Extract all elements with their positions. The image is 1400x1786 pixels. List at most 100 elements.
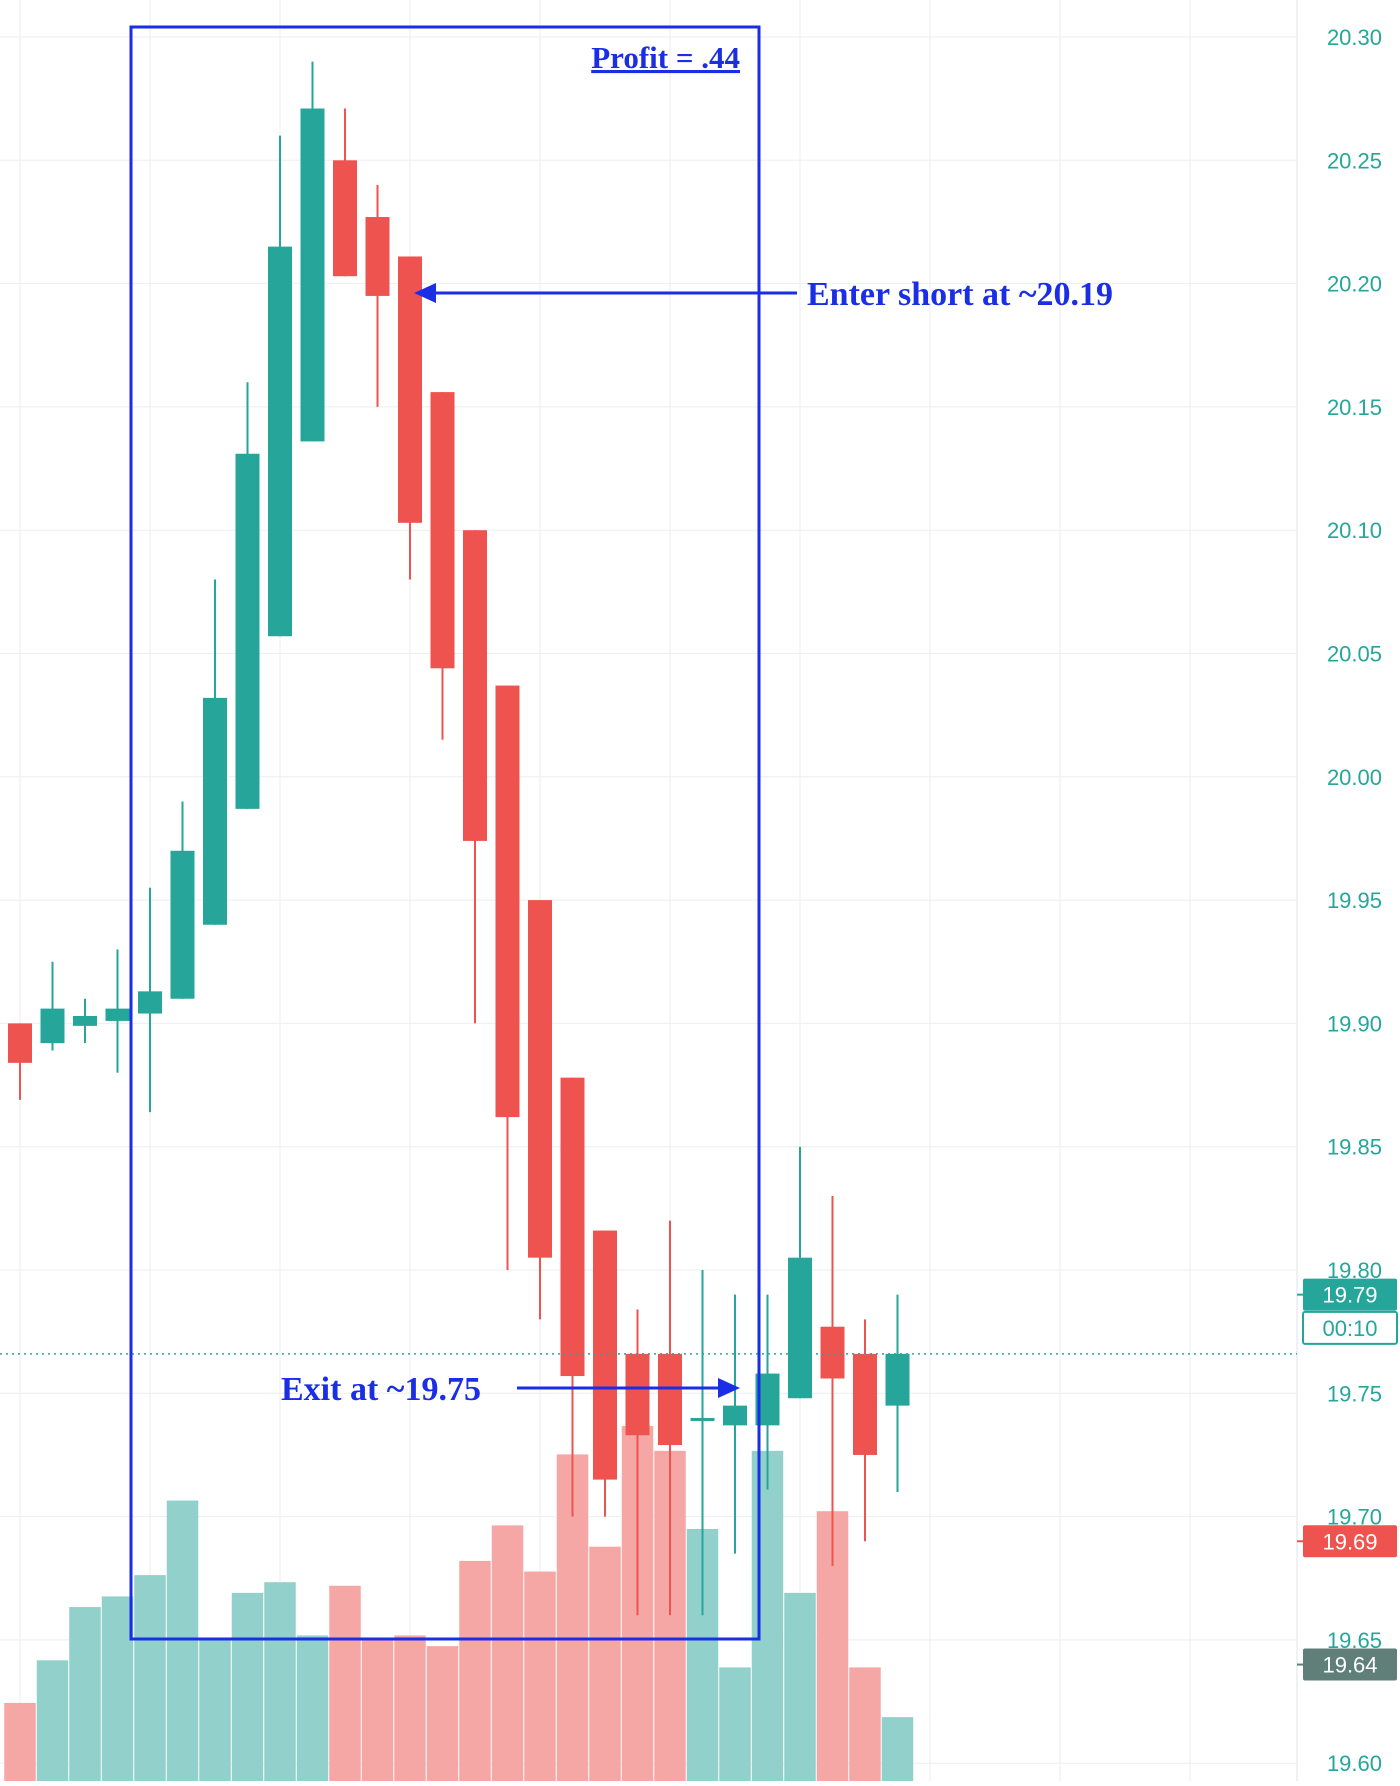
volume-bar [751,1450,784,1781]
candle [40,961,65,1051]
candle-body [625,1353,650,1436]
candle-body [333,160,357,277]
candle-body [593,1230,617,1480]
volume-bar [719,1667,751,1781]
volume-bar [329,1585,361,1781]
candle-layer [8,61,910,1616]
candle [8,1023,32,1100]
candle-body [690,1417,715,1421]
candle [235,382,260,809]
price-tag: 19.79 [1297,1278,1397,1311]
candle-body [40,1008,65,1044]
candle-body [820,1326,845,1379]
candle-body [788,1257,812,1399]
candle-body [658,1353,682,1446]
axis-tick-label: 19.90 [1327,1011,1382,1036]
volume-bar [524,1571,556,1781]
candle [528,900,552,1320]
volume-bar [36,1660,69,1781]
volume-bar [589,1546,621,1781]
exit-arrow-head [718,1378,740,1398]
volume-bar [199,1639,231,1781]
candle-body [723,1405,747,1426]
candle [690,1270,715,1616]
volume-bar [231,1592,264,1781]
axis-tick-label: 20.10 [1327,518,1382,543]
volume-bar [296,1635,329,1781]
volume-bar [491,1525,524,1781]
candle [593,1230,617,1517]
candle-body [138,991,162,1014]
candle [788,1146,812,1399]
volume-bar [459,1560,491,1781]
candle [73,998,97,1044]
candle [138,887,162,1113]
entry-arrow-head [414,283,436,303]
candle-body [528,900,552,1258]
volume-bar [4,1702,36,1781]
candle-body [8,1023,32,1063]
candle [268,135,292,637]
candle-body [268,246,292,637]
volume-bar [69,1607,101,1781]
candle [658,1220,682,1616]
axis-tick-label: 20.20 [1327,272,1382,297]
price-tag-box [1303,1648,1397,1681]
candle-body [885,1353,910,1406]
candle [105,949,130,1073]
volume-bar [881,1717,914,1781]
axis-tick-label: 19.85 [1327,1135,1382,1160]
volume-bar [394,1635,426,1781]
candle-body [365,217,390,296]
axis-tick-label: 19.60 [1327,1751,1382,1776]
candle-body [73,1016,97,1026]
price-tag-label: 19.69 [1322,1529,1377,1554]
candle [430,392,455,740]
candle [365,184,390,407]
axis-tick-label: 20.25 [1327,148,1382,173]
candle-body [430,392,455,669]
trade-box [129,25,761,1641]
volume-bar [361,1639,394,1781]
volume-bar [166,1500,199,1781]
candle-body [495,685,520,1118]
price-tag-box [1303,1525,1397,1558]
candle-body [235,453,260,809]
candle [625,1309,650,1616]
axis-tick-label: 19.95 [1327,888,1382,913]
candle [300,61,325,442]
trade-annotations: Profit = .44 Enter short at ~20.19 Exit … [129,25,1113,1641]
axis-tick-label: 20.30 [1327,25,1382,50]
volume-bar [426,1646,459,1781]
price-tag: 19.69 [1297,1525,1397,1558]
candle [820,1196,845,1566]
candle-body [203,697,227,925]
candle [495,685,520,1270]
volume-bar [784,1592,816,1781]
entry-label: Enter short at ~20.19 [807,276,1113,313]
candle [723,1294,747,1554]
price-tags: 19.79 00:10 19.69 19.64 [1297,1278,1398,1681]
candle-body [300,108,325,442]
candle [560,1077,585,1517]
volume-bar [101,1596,134,1781]
candle-body [463,530,487,841]
volume-bar [264,1582,296,1781]
axis-tick-label: 20.00 [1327,765,1382,790]
candle-body [560,1077,585,1377]
candle [203,579,227,925]
price-tag-label: 19.79 [1322,1283,1377,1308]
volume-bar [134,1575,166,1781]
axis-tick-label: 19.75 [1327,1381,1382,1406]
candle-body [398,256,422,523]
candle [463,530,487,1024]
candle-body [170,850,195,999]
price-axis[interactable]: 20.30 20.25 20.20 20.15 20.10 20.05 20.00 19.95… [1327,25,1382,1776]
candle [885,1294,910,1492]
candle-body [853,1353,877,1455]
candle [170,801,195,999]
candle [853,1319,877,1542]
